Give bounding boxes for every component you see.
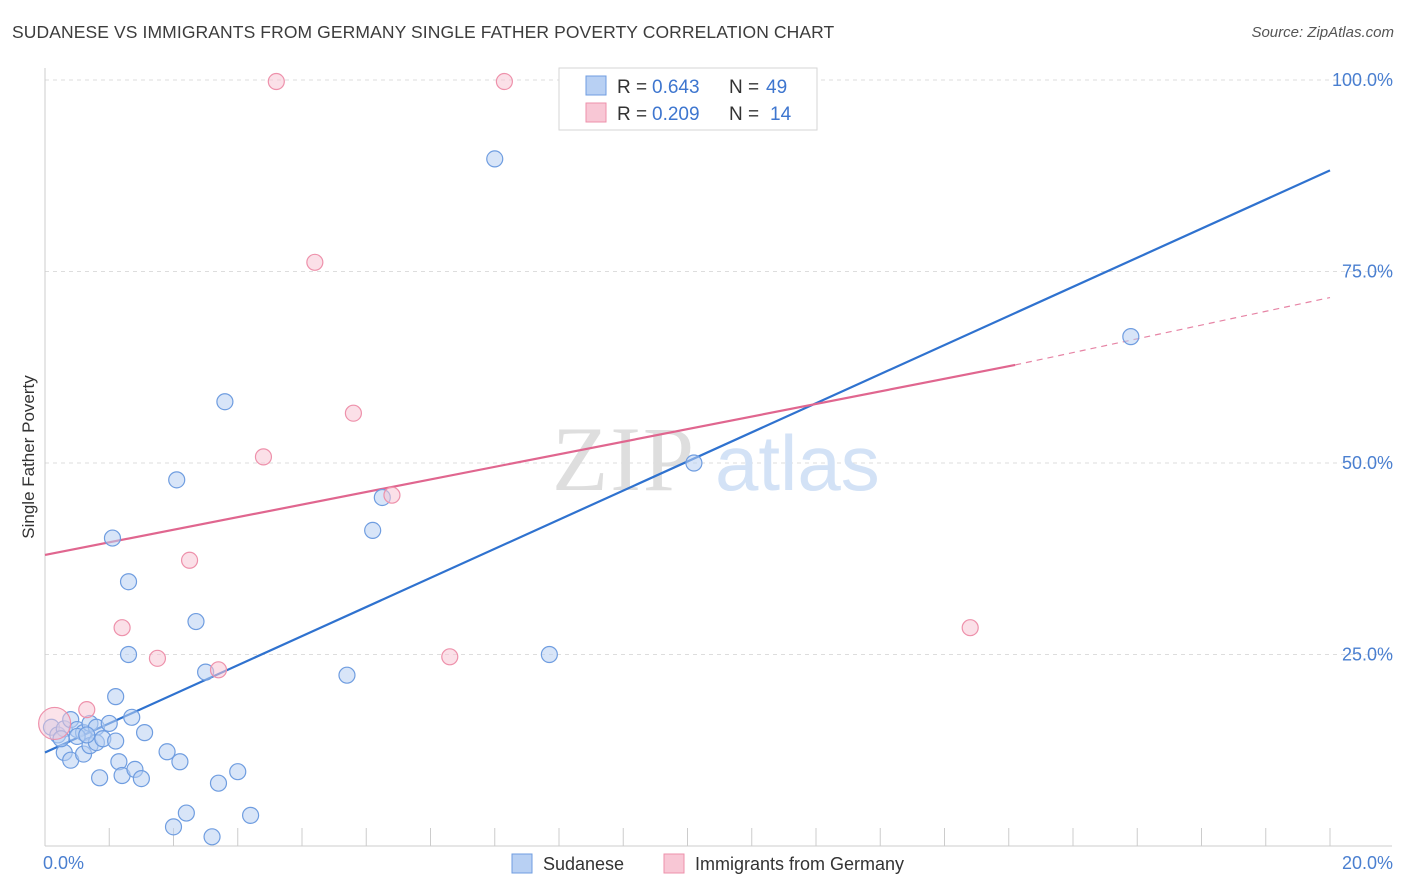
legend-r-value-1: 0.643 bbox=[652, 77, 700, 98]
source-note: Source: ZipAtlas.com bbox=[1251, 24, 1394, 41]
watermark-zip: ZIP bbox=[552, 408, 696, 510]
point-immigrants-germany-10 bbox=[383, 486, 401, 504]
chart-title: SUDANESE VS IMMIGRANTS FROM GERMANY SING… bbox=[12, 22, 835, 42]
point-immigrants-germany-2 bbox=[113, 619, 131, 637]
point-sudanese-22 bbox=[119, 573, 138, 591]
point-immigrants-germany-8 bbox=[306, 253, 324, 271]
point-sudanese-26 bbox=[135, 724, 154, 742]
bottom-legend-label-immigrants-germany: Immigrants from Germany bbox=[695, 854, 904, 874]
legend-r-label-1: R = bbox=[617, 77, 647, 98]
point-sudanese-42 bbox=[486, 150, 504, 168]
legend-n-value-1: 49 bbox=[766, 77, 787, 98]
point-sudanese-44 bbox=[685, 454, 703, 472]
point-sudanese-23 bbox=[123, 708, 141, 726]
y-tick-label-3: 100.0% bbox=[1332, 70, 1393, 90]
point-sudanese-36 bbox=[216, 393, 234, 411]
point-immigrants-germany-1 bbox=[78, 701, 96, 719]
point-immigrants-germany-7 bbox=[267, 72, 285, 91]
bottom-legend-swatch-sudanese bbox=[511, 853, 533, 874]
point-immigrants-germany-11 bbox=[441, 648, 459, 666]
point-sudanese-16 bbox=[107, 732, 125, 750]
y-axis-title: Single Father Poverty bbox=[19, 375, 38, 539]
watermark: ZIP atlas bbox=[552, 408, 880, 510]
point-immigrants-germany-0 bbox=[38, 706, 72, 741]
point-sudanese-29 bbox=[168, 471, 186, 489]
point-sudanese-37 bbox=[229, 763, 247, 781]
legend-n-value-2: 14 bbox=[770, 104, 792, 125]
point-sudanese-34 bbox=[203, 828, 221, 846]
y-tick-label-0: 25.0% bbox=[1342, 645, 1393, 665]
point-sudanese-45 bbox=[1122, 328, 1140, 346]
legend-r-value-2: 0.209 bbox=[652, 104, 700, 125]
point-immigrants-germany-6 bbox=[254, 448, 273, 466]
point-sudanese-25 bbox=[132, 769, 150, 788]
point-sudanese-32 bbox=[187, 612, 205, 631]
legend-swatch-sudanese bbox=[585, 75, 607, 96]
bottom-legend-label-sudanese: Sudanese bbox=[543, 854, 624, 874]
point-immigrants-germany-13 bbox=[961, 619, 979, 637]
y-tick-label-2: 75.0% bbox=[1342, 262, 1393, 282]
y-tick-label-1: 50.0% bbox=[1342, 453, 1393, 473]
point-sudanese-18 bbox=[107, 688, 125, 706]
legend-swatch-immigrants-germany bbox=[585, 102, 607, 123]
tick-labels: 25.0% 50.0% 75.0% 100.0% 0.0% 20.0% bbox=[43, 70, 1393, 873]
stats-legend: R = 0.643 N = 49 R = 0.209 N = 14 bbox=[558, 67, 818, 131]
point-immigrants-germany-3 bbox=[148, 649, 167, 667]
gridlines bbox=[45, 79, 1392, 655]
point-sudanese-38 bbox=[242, 806, 260, 824]
point-sudanese-27 bbox=[158, 743, 176, 761]
legend-r-label-2: R = bbox=[617, 104, 647, 125]
trend-line-immigrants-germany bbox=[44, 363, 1016, 556]
point-sudanese-39 bbox=[338, 666, 356, 684]
x-tick-label-1: 20.0% bbox=[1342, 853, 1393, 873]
point-immigrants-germany-9 bbox=[344, 404, 362, 422]
point-sudanese-40 bbox=[364, 521, 382, 540]
legend-n-label-2: N = bbox=[729, 104, 759, 125]
bottom-legend-swatch-immigrants-germany bbox=[663, 853, 685, 874]
point-sudanese-13 bbox=[91, 769, 109, 787]
point-sudanese-28 bbox=[164, 818, 183, 836]
point-sudanese-15 bbox=[100, 714, 118, 733]
point-sudanese-17 bbox=[103, 529, 122, 547]
x-tick-label-0: 0.0% bbox=[43, 853, 84, 873]
series-legend: Sudanese Immigrants from Germany bbox=[511, 853, 904, 874]
trend-extension-immigrants-germany bbox=[1015, 296, 1331, 366]
point-sudanese-21 bbox=[119, 645, 138, 664]
point-immigrants-germany-5 bbox=[209, 661, 228, 679]
legend-n-label-1: N = bbox=[729, 77, 759, 98]
point-sudanese-30 bbox=[171, 753, 189, 771]
data-points bbox=[38, 72, 1140, 846]
point-immigrants-germany-12 bbox=[495, 72, 513, 91]
watermark-atlas: atlas bbox=[715, 419, 880, 507]
point-sudanese-31 bbox=[177, 804, 195, 822]
point-immigrants-germany-4 bbox=[180, 551, 199, 569]
point-sudanese-35 bbox=[209, 774, 228, 792]
point-sudanese-48 bbox=[78, 726, 96, 744]
point-sudanese-43 bbox=[540, 645, 558, 664]
